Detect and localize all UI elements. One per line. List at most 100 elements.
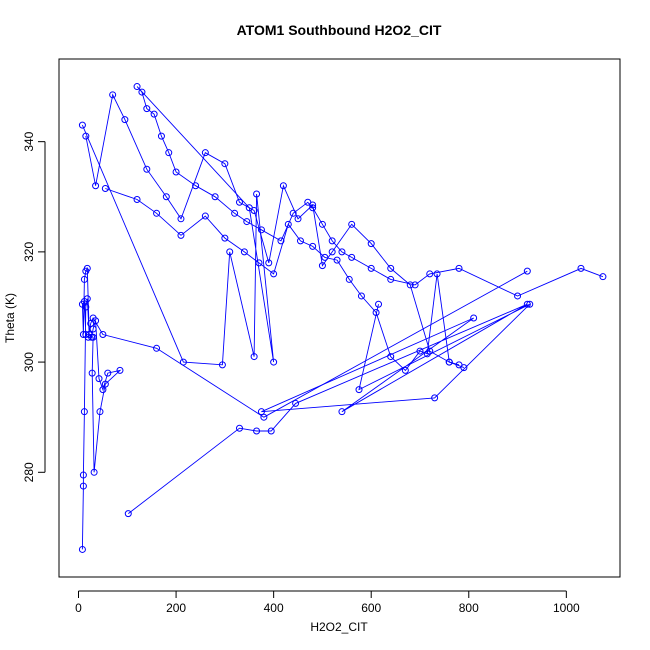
data-point bbox=[284, 220, 292, 228]
series-line bbox=[128, 303, 531, 514]
data-point bbox=[253, 427, 261, 435]
data-point bbox=[411, 281, 419, 289]
data-point bbox=[599, 273, 607, 281]
data-point bbox=[150, 110, 158, 118]
data-point bbox=[101, 185, 109, 192]
x-axis: 0 200 400 600 800 1000 bbox=[75, 590, 580, 615]
data-point bbox=[82, 267, 90, 275]
data-point bbox=[455, 264, 463, 272]
data-point bbox=[257, 408, 265, 416]
data-point bbox=[124, 510, 132, 518]
data-point bbox=[270, 358, 278, 366]
data-point bbox=[250, 207, 258, 215]
data-point bbox=[240, 248, 248, 256]
data-point bbox=[328, 248, 336, 256]
data-point bbox=[357, 292, 365, 300]
data-point bbox=[104, 369, 112, 377]
data-point bbox=[406, 281, 414, 289]
data-point bbox=[153, 344, 161, 352]
data-point bbox=[367, 264, 375, 272]
data-point bbox=[89, 314, 97, 322]
data-point bbox=[253, 190, 261, 198]
series-line bbox=[81, 86, 604, 366]
y-tick-label: 320 bbox=[22, 242, 36, 262]
series-layer bbox=[78, 83, 607, 553]
plot-area-frame bbox=[58, 58, 621, 578]
series-line bbox=[85, 93, 465, 369]
data-point bbox=[401, 366, 409, 374]
data-point bbox=[79, 482, 87, 490]
data-point bbox=[99, 331, 107, 339]
x-tick-label: 200 bbox=[166, 601, 186, 615]
y-axis-label: Theta (K) bbox=[3, 293, 17, 343]
data-point bbox=[157, 132, 165, 140]
data-point bbox=[179, 358, 187, 366]
data-point bbox=[221, 234, 229, 242]
data-point bbox=[279, 182, 287, 190]
data-point bbox=[162, 193, 170, 201]
data-point bbox=[109, 91, 117, 99]
data-point bbox=[80, 297, 88, 305]
data-point bbox=[523, 267, 531, 275]
chart-title: ATOM1 Southbound H2O2_CIT bbox=[237, 22, 442, 38]
data-point bbox=[138, 88, 146, 96]
data-point bbox=[426, 270, 434, 278]
data-point bbox=[318, 262, 326, 270]
data-point bbox=[177, 215, 185, 223]
data-point bbox=[82, 132, 90, 140]
data-point bbox=[514, 292, 522, 300]
data-point bbox=[292, 399, 300, 407]
series-line bbox=[105, 188, 460, 372]
data-point bbox=[133, 196, 141, 204]
data-point bbox=[95, 375, 103, 383]
y-tick-label: 300 bbox=[22, 352, 36, 372]
data-point bbox=[338, 408, 346, 416]
data-point bbox=[577, 264, 585, 272]
data-point bbox=[201, 149, 209, 157]
data-point bbox=[257, 226, 265, 234]
data-point bbox=[277, 237, 285, 245]
data-point bbox=[265, 259, 273, 267]
data-point bbox=[201, 212, 209, 220]
data-point bbox=[470, 314, 478, 322]
x-tick-label: 0 bbox=[75, 601, 82, 615]
data-point bbox=[445, 358, 453, 366]
data-point bbox=[99, 386, 107, 394]
data-point bbox=[89, 325, 97, 333]
data-point bbox=[294, 215, 302, 223]
data-point bbox=[387, 275, 395, 283]
data-point bbox=[296, 237, 304, 245]
data-point bbox=[177, 231, 185, 239]
y-axis: 280 300 320 340 bbox=[22, 131, 46, 482]
x-axis-label: H2O2_CIT bbox=[310, 620, 368, 634]
data-point bbox=[80, 275, 88, 283]
data-point bbox=[309, 242, 317, 250]
data-point bbox=[338, 248, 346, 256]
data-point bbox=[90, 468, 98, 476]
x-tick-label: 600 bbox=[361, 601, 381, 615]
data-point bbox=[92, 182, 100, 190]
data-point bbox=[375, 300, 383, 308]
data-point bbox=[345, 275, 353, 283]
data-point bbox=[309, 201, 317, 209]
data-point bbox=[333, 256, 341, 264]
data-point bbox=[143, 105, 151, 113]
data-point bbox=[355, 386, 363, 394]
data-point bbox=[321, 253, 329, 261]
data-point bbox=[255, 259, 263, 267]
data-point bbox=[116, 366, 124, 374]
data-point bbox=[250, 353, 258, 361]
data-point bbox=[96, 408, 104, 416]
y-tick-label: 340 bbox=[22, 131, 36, 151]
data-point bbox=[270, 270, 278, 278]
data-point bbox=[84, 333, 92, 341]
data-point bbox=[455, 361, 463, 369]
data-point bbox=[387, 264, 395, 272]
data-point bbox=[289, 209, 297, 217]
data-point bbox=[328, 237, 336, 245]
data-point bbox=[348, 253, 356, 261]
data-point bbox=[80, 408, 88, 416]
data-point bbox=[79, 471, 87, 479]
data-point bbox=[260, 413, 268, 421]
